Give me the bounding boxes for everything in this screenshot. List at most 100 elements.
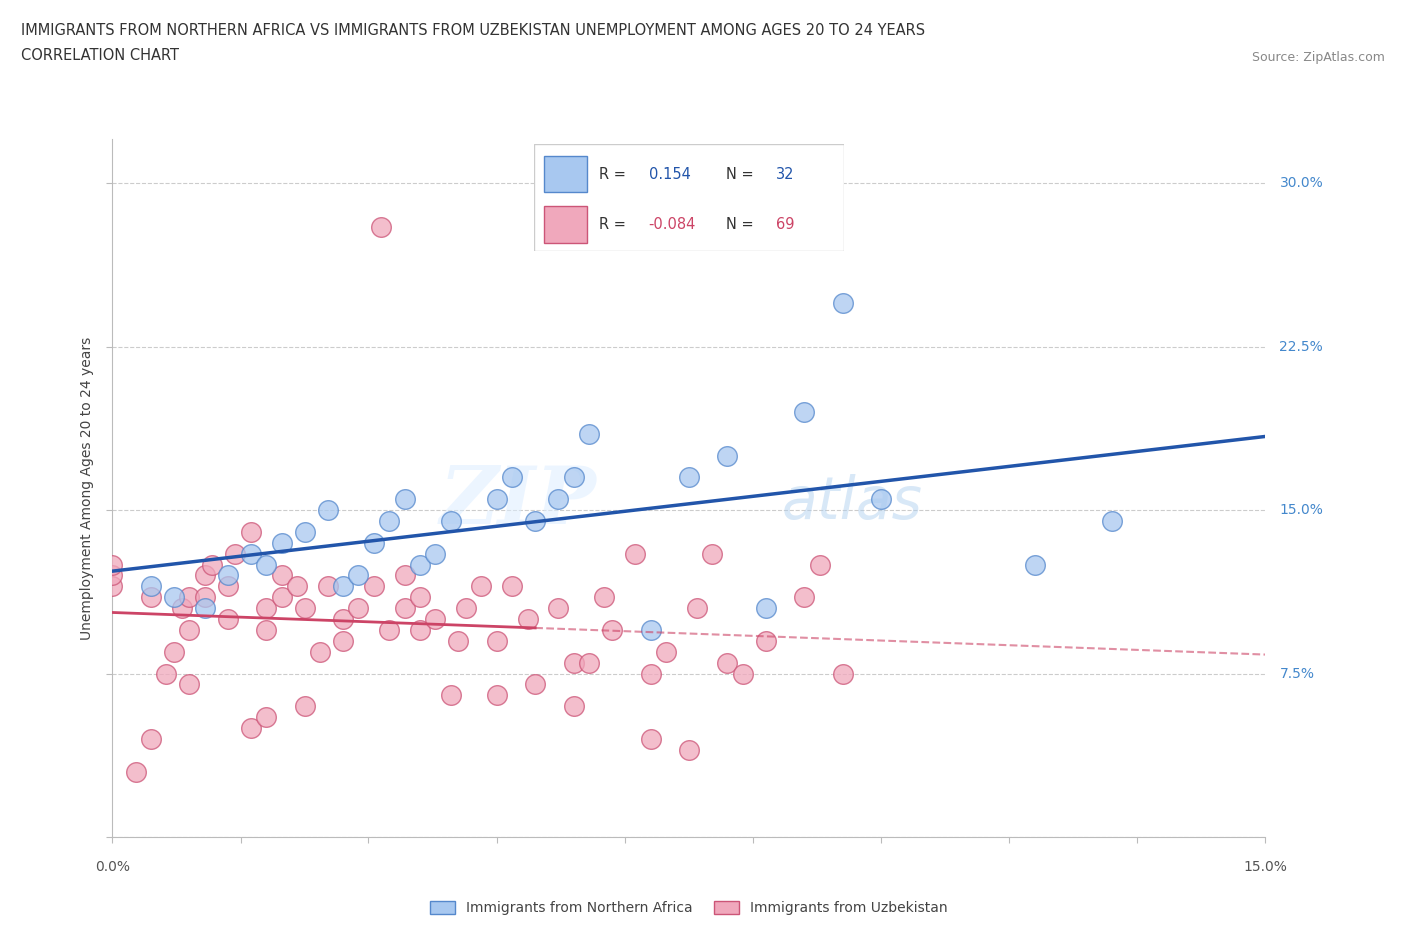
Point [516,612,538,627]
Point [101,578,124,593]
Point [294,525,316,539]
Point [524,513,547,528]
Point [409,557,432,572]
Point [332,612,354,627]
Point [347,568,370,583]
Point [716,655,738,670]
Point [194,568,217,583]
Text: 22.5%: 22.5% [1279,339,1323,353]
FancyBboxPatch shape [544,206,586,243]
Point [447,633,470,648]
Text: R =: R = [599,217,626,232]
Point [640,732,662,747]
Text: 0.154: 0.154 [648,166,690,181]
Point [101,568,124,583]
Point [347,601,370,616]
Text: 15.0%: 15.0% [1279,503,1323,517]
Point [454,601,477,616]
Point [640,666,662,681]
Point [562,698,585,713]
Point [124,764,146,779]
Point [600,622,623,637]
Point [716,448,738,463]
Point [179,622,201,637]
Point [425,546,447,561]
Point [485,492,508,507]
Point [194,601,217,616]
Point [139,590,162,604]
Point [316,578,339,593]
Point [179,677,201,692]
Point [624,546,647,561]
Point [254,710,277,724]
Point [440,688,463,703]
Point [179,590,201,604]
Text: -0.084: -0.084 [648,217,696,232]
Point [139,732,162,747]
Point [685,601,707,616]
Point [808,557,831,572]
Text: 15.0%: 15.0% [1243,860,1288,874]
Point [224,546,246,561]
Point [294,601,316,616]
Point [501,578,523,593]
Point [831,296,853,311]
Text: 7.5%: 7.5% [1279,667,1315,681]
Point [155,666,177,681]
Point [755,601,778,616]
Point [870,492,893,507]
Point [309,644,332,659]
Point [547,601,569,616]
Point [578,655,600,670]
Point [217,578,239,593]
Point [254,601,277,616]
Point [378,622,401,637]
Point [217,568,239,583]
Point [363,536,385,551]
Point [755,633,778,648]
Point [501,470,523,485]
Point [239,721,262,736]
Point [270,536,292,551]
Point [678,470,700,485]
Point [332,633,354,648]
Point [485,688,508,703]
Point [1024,557,1046,572]
Text: ZIP: ZIP [440,463,596,541]
Point [578,426,600,441]
Point [170,601,193,616]
Text: Source: ZipAtlas.com: Source: ZipAtlas.com [1251,51,1385,64]
Point [101,557,124,572]
Text: N =: N = [725,166,754,181]
Point [524,677,547,692]
Point [440,513,463,528]
Point [254,557,277,572]
Text: atlas: atlas [782,473,922,531]
Text: 69: 69 [776,217,794,232]
Point [793,590,815,604]
Text: N =: N = [725,217,754,232]
Point [270,568,292,583]
Point [378,513,401,528]
Point [363,578,385,593]
Point [294,698,316,713]
Text: IMMIGRANTS FROM NORTHERN AFRICA VS IMMIGRANTS FROM UZBEKISTAN UNEMPLOYMENT AMONG: IMMIGRANTS FROM NORTHERN AFRICA VS IMMIG… [21,23,925,38]
Text: CORRELATION CHART: CORRELATION CHART [21,48,179,63]
Point [562,655,585,670]
FancyBboxPatch shape [534,144,844,251]
Point [239,525,262,539]
Point [547,492,569,507]
Point [163,644,186,659]
Text: 32: 32 [776,166,794,181]
Point [470,578,492,593]
Point [201,557,224,572]
Point [593,590,616,604]
Point [254,622,277,637]
Legend: Immigrants from Northern Africa, Immigrants from Uzbekistan: Immigrants from Northern Africa, Immigra… [425,896,953,921]
Point [285,578,308,593]
Point [163,590,186,604]
Point [394,601,416,616]
Point [316,502,339,517]
Point [831,666,853,681]
Point [1101,513,1123,528]
